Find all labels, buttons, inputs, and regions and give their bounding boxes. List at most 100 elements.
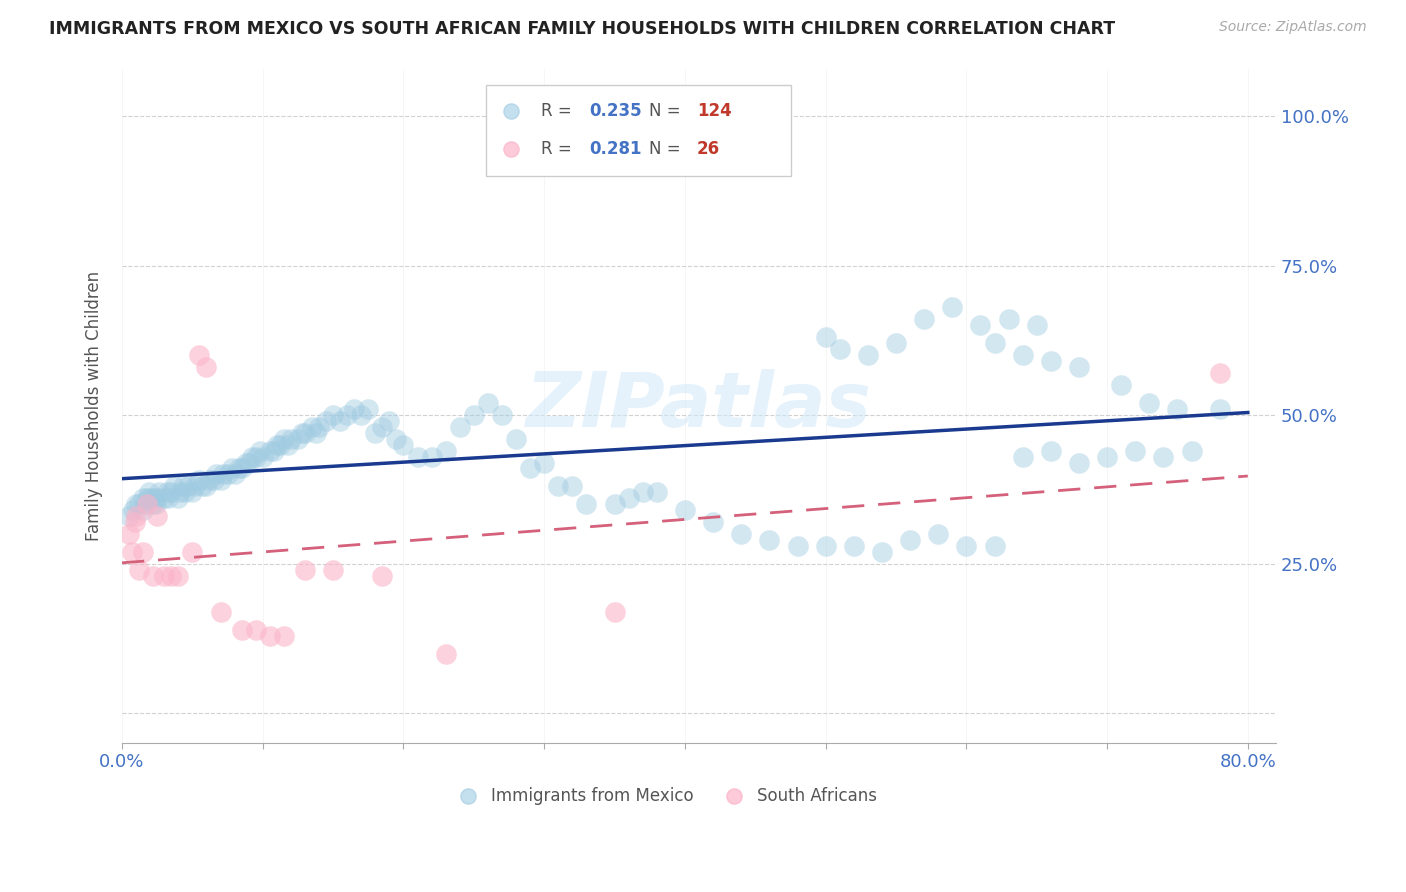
Point [505, 432, 527, 446]
Point [575, 497, 598, 511]
Point [631, 485, 654, 500]
Point [547, 479, 569, 493]
Point [128, 563, 150, 577]
Point [157, 491, 180, 506]
Point [983, 336, 1005, 351]
Point [121, 545, 143, 559]
Point [263, 443, 285, 458]
Point [449, 419, 471, 434]
Point [128, 497, 150, 511]
Text: IMMIGRANTS FROM MEXICO VS SOUTH AFRICAN FAMILY HOUSEHOLDS WITH CHILDREN CORRELAT: IMMIGRANTS FROM MEXICO VS SOUTH AFRICAN … [49, 20, 1115, 37]
Text: 26: 26 [697, 140, 720, 159]
Point [135, 497, 157, 511]
Text: N =: N = [650, 102, 681, 120]
Point [603, 497, 626, 511]
Text: Immigrants from Mexico: Immigrants from Mexico [491, 787, 695, 805]
Point [420, 450, 443, 464]
Point [856, 348, 879, 362]
Point [228, 461, 250, 475]
Point [245, 623, 267, 637]
Point [146, 491, 169, 506]
Point [322, 563, 344, 577]
Y-axis label: Family Households with Children: Family Households with Children [86, 271, 103, 541]
Point [240, 450, 263, 464]
Point [519, 461, 541, 475]
Point [673, 503, 696, 517]
Point [132, 491, 155, 506]
Point [160, 485, 183, 500]
Point [308, 419, 330, 434]
Point [392, 437, 415, 451]
Point [870, 545, 893, 559]
Point [491, 408, 513, 422]
Point [195, 359, 218, 374]
Point [145, 497, 167, 511]
Point [231, 461, 253, 475]
Point [1039, 443, 1062, 458]
Point [1039, 354, 1062, 368]
Point [294, 563, 316, 577]
Point [224, 467, 246, 482]
Point [160, 569, 183, 583]
Point [291, 425, 314, 440]
Point [280, 432, 302, 446]
Point [997, 312, 1019, 326]
Point [136, 497, 159, 511]
Point [122, 503, 145, 517]
Point [169, 485, 191, 500]
Point [329, 414, 352, 428]
Point [301, 419, 323, 434]
Point [969, 318, 991, 333]
Point [174, 485, 197, 500]
Point [1109, 378, 1132, 392]
Point [252, 450, 274, 464]
Point [153, 491, 176, 506]
Point [198, 474, 221, 488]
Point [167, 569, 190, 583]
Point [1123, 443, 1146, 458]
Point [235, 456, 257, 470]
Point [217, 467, 239, 482]
Text: R =: R = [541, 140, 572, 159]
Point [434, 443, 457, 458]
Point [561, 479, 583, 493]
Point [148, 485, 170, 500]
Point [249, 443, 271, 458]
Point [730, 527, 752, 541]
Point [209, 605, 232, 619]
Point [434, 647, 457, 661]
Point [277, 437, 299, 451]
Text: 0.235: 0.235 [589, 102, 643, 120]
Point [181, 545, 204, 559]
Point [1166, 401, 1188, 416]
Point [238, 456, 260, 470]
Point [1095, 450, 1118, 464]
Point [231, 623, 253, 637]
Point [350, 408, 373, 422]
Point [1152, 450, 1174, 464]
Point [617, 491, 640, 506]
Point [1067, 359, 1090, 374]
Point [927, 527, 949, 541]
Text: 0.281: 0.281 [589, 140, 643, 159]
Point [259, 629, 281, 643]
Point [143, 491, 166, 506]
Point [1025, 318, 1047, 333]
Point [138, 485, 160, 500]
Point [1208, 366, 1230, 380]
Point [378, 414, 401, 428]
Point [139, 491, 162, 506]
Point [371, 569, 394, 583]
Point [146, 509, 169, 524]
Point [125, 497, 148, 511]
Point [702, 515, 724, 529]
Point [188, 474, 211, 488]
Point [305, 425, 328, 440]
Point [163, 479, 186, 493]
Point [195, 479, 218, 493]
Point [132, 503, 155, 517]
Point [212, 467, 235, 482]
Bar [485, 86, 792, 177]
Point [181, 485, 204, 500]
Point [1137, 396, 1160, 410]
